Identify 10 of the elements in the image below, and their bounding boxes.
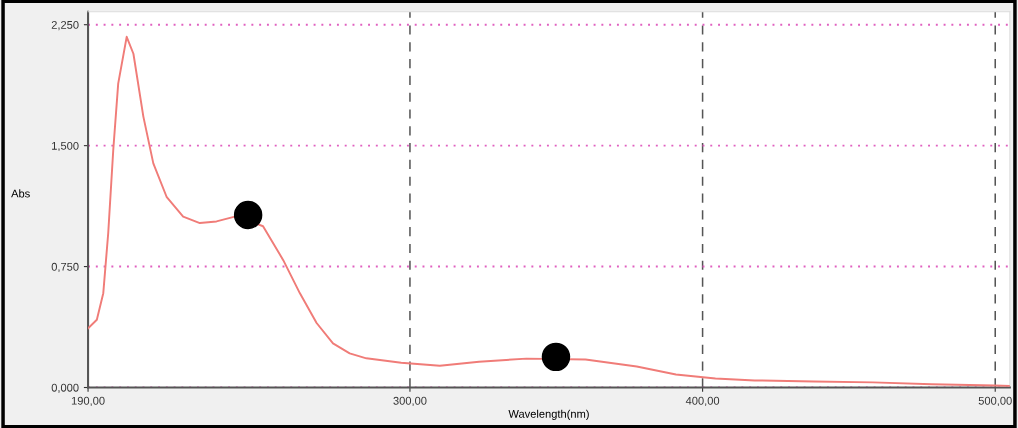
x-tick-label: 190,00: [71, 396, 105, 407]
y-axis-title: Abs: [11, 189, 30, 198]
y-tick-label: 0,000: [51, 383, 79, 393]
x-tick-label: 300,00: [393, 396, 427, 407]
x-axis-title: Wavelength(nm): [508, 409, 589, 421]
y-tick-label: 1,500: [52, 141, 79, 152]
x-tick-label: 400,00: [685, 396, 720, 407]
y-tick-label: 2,250: [51, 20, 79, 31]
x-tick-label: 500,00: [978, 396, 1012, 407]
y-tick-label: 0,750: [51, 262, 79, 273]
